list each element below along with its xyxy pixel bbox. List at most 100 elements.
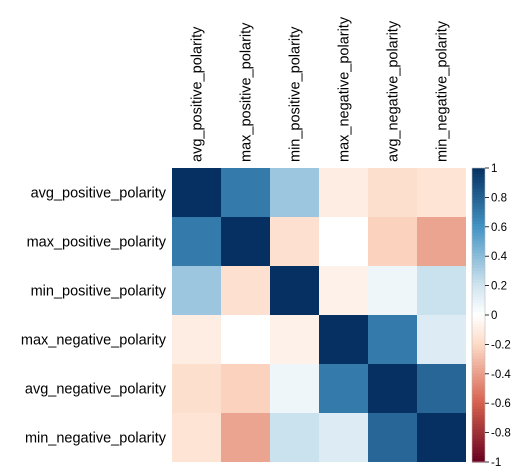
colorbar-segment bbox=[472, 338, 485, 343]
heatmap-cell bbox=[319, 266, 368, 315]
colorbar-segment bbox=[472, 259, 485, 263]
colorbar-segment bbox=[472, 297, 485, 301]
colorbar-segment bbox=[472, 217, 485, 222]
heatmap-cell bbox=[270, 315, 319, 364]
colorbar-segment bbox=[472, 291, 485, 296]
colorbar-segment bbox=[472, 253, 485, 257]
column-labels: avg_positive_polarity max_positive_polari… bbox=[190, 16, 451, 162]
colorbar-segment bbox=[472, 173, 485, 178]
colorbar-segment bbox=[472, 194, 485, 198]
colorbar-tick-label: -0.6 bbox=[491, 398, 511, 410]
column-label: max_positive_polarity bbox=[239, 22, 255, 162]
heatmap-cell bbox=[221, 315, 270, 364]
colorbar-segment bbox=[472, 215, 485, 219]
colorbar-segment bbox=[472, 394, 485, 398]
colorbar-segment bbox=[472, 256, 485, 260]
colorbar-segment bbox=[472, 409, 485, 413]
row-label: avg_negative_polarity bbox=[25, 382, 167, 398]
colorbar-segment bbox=[472, 226, 485, 231]
colorbar-segment bbox=[472, 420, 485, 425]
colorbar-segment bbox=[472, 232, 485, 237]
colorbar-segment bbox=[472, 250, 485, 254]
colorbar-segment bbox=[472, 294, 485, 298]
colorbar-segment bbox=[472, 326, 485, 331]
row-label: min_negative_polarity bbox=[25, 431, 167, 447]
colorbar-segment bbox=[472, 197, 485, 201]
colorbar-segment bbox=[472, 362, 485, 366]
heatmap-cell bbox=[172, 168, 221, 217]
colorbar-segment bbox=[472, 456, 485, 460]
colorbar-segment bbox=[472, 170, 485, 175]
heatmap-cell bbox=[270, 266, 319, 315]
heatmap-cell bbox=[172, 266, 221, 315]
colorbar-segment bbox=[472, 453, 485, 457]
colorbar-segment bbox=[472, 438, 485, 443]
colorbar: 1 0.8 0.6 0.4 0.2 0 -0.2 -0.4 -0.6 -0.8 -1 bbox=[471, 163, 511, 469]
heatmap-cell bbox=[172, 364, 221, 413]
colorbar-tick-label: 1 bbox=[491, 163, 497, 175]
colorbar-segment bbox=[472, 279, 485, 284]
colorbar-segment bbox=[472, 400, 485, 404]
colorbar-segment bbox=[472, 444, 485, 448]
colorbar-segment bbox=[472, 185, 485, 190]
colorbar-segment bbox=[472, 273, 485, 278]
heatmap-cell bbox=[221, 413, 270, 462]
colorbar-segment bbox=[472, 206, 485, 210]
colorbar-tick-label: -0.2 bbox=[491, 339, 511, 351]
colorbar-segment bbox=[472, 247, 485, 251]
colorbar-segment bbox=[472, 229, 485, 234]
colorbar-segment bbox=[472, 350, 485, 354]
colorbar-segment bbox=[472, 306, 485, 310]
colorbar-segment bbox=[472, 397, 485, 401]
colorbar-segment bbox=[472, 315, 485, 319]
colorbar-segment bbox=[472, 435, 485, 440]
heatmap-cells bbox=[172, 168, 466, 462]
heatmap-cell bbox=[270, 217, 319, 266]
heatmap-cell bbox=[417, 315, 466, 364]
heatmap-cell bbox=[319, 413, 368, 462]
colorbar-segment bbox=[472, 303, 485, 307]
colorbar-segment bbox=[472, 341, 485, 345]
colorbar-segment bbox=[472, 385, 485, 390]
colorbar-segment bbox=[472, 241, 485, 246]
heatmap-cell bbox=[319, 217, 368, 266]
colorbar-segment bbox=[472, 450, 485, 454]
colorbar-segment bbox=[472, 285, 485, 290]
colorbar-segment bbox=[472, 447, 485, 451]
colorbar-segment bbox=[472, 388, 485, 393]
colorbar-segment bbox=[472, 265, 485, 269]
colorbar-segment bbox=[472, 332, 485, 337]
colorbar-tick-label: -1 bbox=[491, 457, 501, 469]
colorbar-segment bbox=[472, 320, 485, 325]
colorbar-segment bbox=[472, 359, 485, 363]
colorbar-segment bbox=[472, 414, 485, 419]
colorbar-segment bbox=[472, 426, 485, 431]
colorbar-segment bbox=[472, 235, 485, 240]
heatmap-cell bbox=[368, 217, 417, 266]
heatmap-cell bbox=[221, 168, 270, 217]
colorbar-tick-label: 0 bbox=[491, 310, 497, 322]
colorbar-segment bbox=[472, 182, 485, 187]
colorbar-segment bbox=[472, 423, 485, 428]
column-label: min_negative_polarity bbox=[435, 20, 451, 162]
colorbar-segment bbox=[472, 379, 485, 384]
heatmap-cell bbox=[172, 413, 221, 462]
heatmap-cell bbox=[319, 315, 368, 364]
colorbar-segment bbox=[472, 288, 485, 293]
row-label: avg_positive_polarity bbox=[31, 186, 167, 202]
colorbar-segment bbox=[472, 300, 485, 304]
colorbar-segment bbox=[472, 276, 485, 281]
colorbar-tick-label: -0.4 bbox=[491, 369, 511, 381]
heatmap-cell bbox=[417, 364, 466, 413]
row-label: max_negative_polarity bbox=[21, 333, 167, 349]
colorbar-segment bbox=[472, 267, 485, 272]
colorbar-segment bbox=[472, 220, 485, 225]
row-label: max_positive_polarity bbox=[27, 235, 167, 251]
colorbar-segment bbox=[472, 212, 485, 216]
colorbar-segment bbox=[472, 200, 485, 204]
heatmap-cell bbox=[417, 168, 466, 217]
colorbar-segment bbox=[472, 429, 485, 434]
colorbar-segment bbox=[472, 209, 485, 213]
colorbar-segment bbox=[472, 282, 485, 287]
colorbar-tick-label: 0.8 bbox=[491, 192, 507, 204]
